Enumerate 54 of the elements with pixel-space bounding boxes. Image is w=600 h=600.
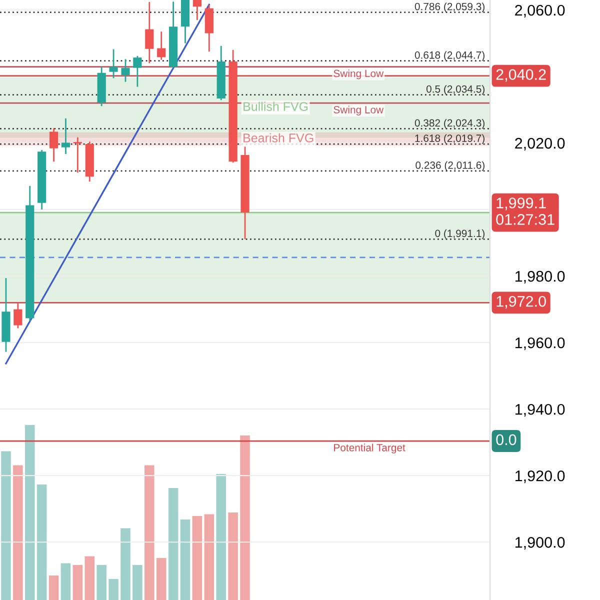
bar — [132, 564, 142, 600]
bar — [24, 424, 35, 600]
bar — [168, 488, 178, 600]
candlestick — [73, 136, 82, 174]
ref-line-label: 2,040.2 — [496, 69, 546, 82]
y-tick-label: 1,960.0 — [515, 337, 565, 350]
candlestick — [145, 1, 154, 64]
bar — [84, 556, 95, 600]
bar — [156, 558, 166, 600]
bar — [120, 528, 130, 600]
ref-line-label: 0 (1,991.1) — [435, 229, 484, 240]
ref-line-label: 0.786 (2,059.3) — [414, 2, 484, 12]
candlestick — [49, 127, 58, 162]
candlestick — [109, 48, 118, 79]
bar — [36, 484, 47, 600]
band-label: Bearish FVG — [244, 133, 314, 142]
bar — [192, 516, 202, 600]
candlestick — [157, 30, 166, 61]
ref-line-label: Swing Low — [334, 106, 384, 116]
y-tick-label: 2,020.0 — [515, 138, 565, 151]
ref-line-label: 1,999.1 01:27:31 — [496, 198, 554, 225]
bar — [60, 563, 71, 600]
ref-line-label: Swing Low — [334, 70, 384, 80]
bar — [96, 564, 106, 600]
bar — [108, 579, 118, 600]
y-tick-label: 2,060.0 — [515, 4, 565, 18]
candlestick — [14, 302, 22, 329]
bar — [13, 465, 23, 600]
bar — [216, 474, 226, 600]
bar — [240, 435, 250, 600]
y-tick-label: 1,940.0 — [515, 404, 565, 417]
band-label: Bullish FVG — [244, 102, 308, 111]
y-tick-label: 1,920.0 — [515, 470, 565, 484]
bar — [72, 564, 83, 600]
bar — [144, 465, 154, 600]
ref-line-label: 0.5 (2,034.5) — [426, 85, 484, 95]
candlestick — [121, 58, 130, 83]
y-tick-label: 1,980.0 — [515, 270, 565, 284]
candlestick — [61, 118, 70, 155]
candlestick — [133, 55, 142, 88]
bar — [180, 519, 190, 600]
ref-line-label: 1,972.0 — [496, 296, 546, 309]
bar — [1, 451, 11, 600]
ref-line-label: 1.618 (2,019.7) — [415, 134, 484, 144]
ref-line-label: Potential Target — [334, 444, 406, 454]
bar — [48, 575, 59, 600]
y-tick-label: 1,900.0 — [515, 536, 565, 550]
bar — [204, 514, 214, 600]
candlestick — [192, 0, 202, 21]
ref-line-label: 0.618 (2,044.7) — [414, 51, 484, 61]
ref-line-label: 0.382 (2,024.3) — [414, 119, 484, 129]
text: 0.0 — [496, 434, 516, 446]
bar — [228, 512, 238, 600]
ref-line-label: 0.236 (2,011.6) — [416, 161, 484, 171]
